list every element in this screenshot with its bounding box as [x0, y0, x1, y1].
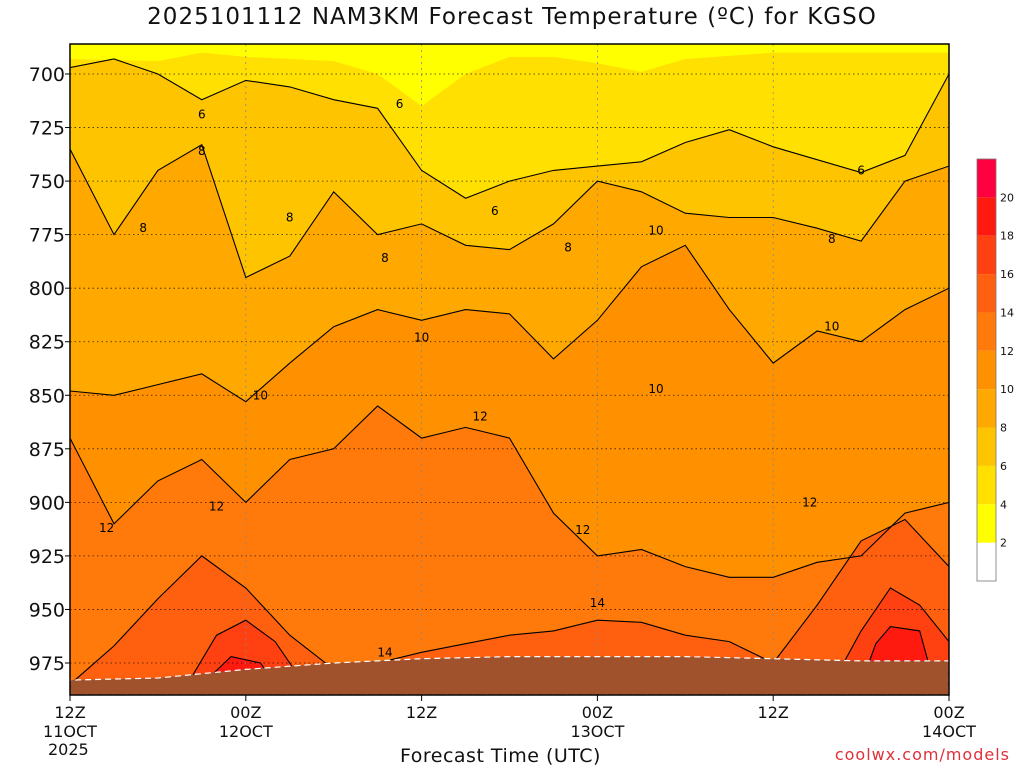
- contour-label-20: 14: [377, 645, 392, 659]
- y-tick-label-900: 900: [29, 492, 65, 514]
- contour-labels: 6 6 6 6 8 8 8 8 8 8 10 10 10 10 10 12 12 12 12 12 14 14: [99, 97, 865, 659]
- x-tick-label-48: 12Z: [758, 703, 789, 722]
- contour-label-3: 6: [857, 163, 865, 177]
- colorbar-segment-4: [977, 389, 996, 428]
- colorbar: 2 4 6 8 10 12 14 16 18 20: [976, 158, 1014, 582]
- fill-band-cool: [70, 44, 949, 107]
- credit-link[interactable]: coolwx.com/models: [834, 745, 1010, 764]
- y-tick-label-800: 800: [29, 278, 65, 300]
- x-axis-year: 2025: [48, 740, 89, 759]
- contour-label-6: 8: [286, 211, 294, 225]
- y-tick-label-950: 950: [29, 599, 65, 621]
- contour-label-5: 8: [139, 221, 147, 235]
- colorbar-label-2: 2: [1000, 537, 1007, 550]
- colorbar-segment-7: [977, 274, 996, 313]
- x-tick-label-12: 00Z: [230, 703, 261, 722]
- contour-label-12: 10: [414, 330, 429, 344]
- contour-label-16: 12: [99, 521, 114, 535]
- y-tick-label-825: 825: [29, 332, 65, 354]
- contour-label-4: 8: [198, 144, 206, 158]
- colorbar-segment-5: [977, 350, 996, 390]
- isotherm-10: [70, 244, 949, 403]
- isotherm-8: [70, 143, 949, 279]
- x-tick-label-0: 12Z: [54, 703, 85, 722]
- y-tick-label-875: 875: [29, 439, 65, 461]
- y-tick-label-725: 725: [29, 118, 65, 140]
- x-tick-date-0: 11OCT: [43, 722, 97, 741]
- contour-label-21: 14: [590, 596, 605, 610]
- contour-label-15: 12: [473, 410, 488, 424]
- y-tick-label-750: 750: [29, 171, 65, 193]
- ground: [70, 656, 949, 695]
- isotherm-6: [70, 58, 949, 199]
- contour-label-10: 10: [648, 223, 663, 237]
- colorbar-label-12: 12: [1000, 345, 1014, 358]
- contour-label-2: 6: [491, 204, 499, 218]
- ground-surface: [70, 656, 949, 695]
- colorbar-frame: [976, 158, 997, 582]
- y-tick-label-925: 925: [29, 546, 65, 568]
- x-tick-label-24: 12Z: [406, 703, 437, 722]
- contour-label-14: 10: [648, 382, 663, 396]
- colorbar-label-18: 18: [1000, 230, 1014, 243]
- colorbar-segment-10: [977, 159, 996, 198]
- colorbar-segment-9: [977, 197, 996, 236]
- x-tick-date-60: 14OCT: [922, 722, 976, 741]
- colorbar-label-8: 8: [1000, 422, 1007, 435]
- colorbar-label-6: 6: [1000, 460, 1007, 473]
- colorbar-segment-3: [977, 427, 996, 466]
- colorbar-label-14: 14: [1000, 306, 1014, 319]
- y-axis: 700 725 750 775 800 825 850 875 900 925 950 975: [29, 64, 70, 675]
- colorbar-label-16: 16: [1000, 268, 1014, 281]
- contour-label-11: 10: [824, 320, 839, 334]
- contour-label-0: 6: [198, 108, 206, 122]
- colorbar-segment-1: [977, 504, 996, 543]
- contour-label-19: 12: [802, 495, 817, 509]
- colorbar-segment-2: [977, 465, 996, 505]
- y-tick-label-700: 700: [29, 64, 65, 86]
- isotherm-14: [70, 518, 949, 685]
- contour-label-7: 8: [381, 251, 389, 265]
- contour-label-17: 12: [209, 500, 224, 514]
- x-tick-date-36: 13OCT: [570, 722, 624, 741]
- colorbar-segment-6: [977, 312, 996, 351]
- fill-band-14: [70, 519, 949, 695]
- colorbar-segment-0: [977, 542, 996, 581]
- contour-label-1: 6: [396, 97, 404, 111]
- x-tick-date-12: 12OCT: [219, 722, 273, 741]
- contour-label-9: 8: [828, 232, 836, 246]
- temperature-fills: [70, 44, 949, 695]
- isotherm-12: [70, 405, 949, 578]
- y-tick-label-775: 775: [29, 225, 65, 247]
- y-tick-label-850: 850: [29, 385, 65, 407]
- x-tick-label-36: 00Z: [582, 703, 613, 722]
- chart-title: 2025101112 NAM3KM Forecast Temperature (…: [147, 4, 877, 30]
- x-axis-title: Forecast Time (UTC): [400, 745, 601, 767]
- y-tick-label-975: 975: [29, 653, 65, 675]
- grid-lines: [70, 44, 949, 695]
- colorbar-label-10: 10: [1000, 383, 1014, 396]
- contour-label-13: 10: [253, 388, 268, 402]
- contour-label-18: 12: [575, 523, 590, 537]
- contour-label-8: 8: [564, 240, 572, 254]
- colorbar-segment-8: [977, 235, 996, 275]
- colorbar-label-20: 20: [1000, 191, 1014, 204]
- plot-frame: [69, 43, 950, 696]
- colorbar-label-4: 4: [1000, 498, 1007, 511]
- x-tick-label-60: 00Z: [933, 703, 964, 722]
- fill-band-12: [70, 406, 949, 695]
